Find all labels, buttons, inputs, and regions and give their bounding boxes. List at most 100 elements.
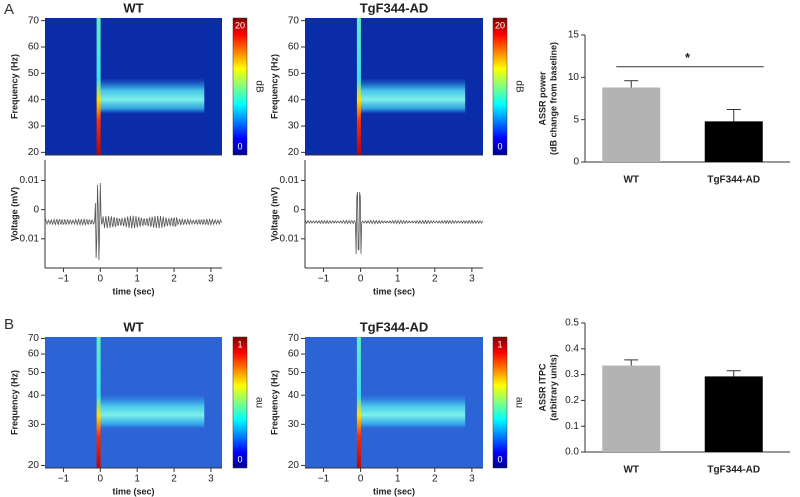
colorbar bbox=[492, 17, 508, 156]
y-tick-label: 70 bbox=[288, 15, 300, 26]
x-tick-label: 2 bbox=[171, 274, 177, 285]
bar bbox=[602, 365, 661, 452]
colorbar-tick-label: 20 bbox=[235, 20, 245, 30]
y-tick-label: 30 bbox=[288, 121, 300, 132]
x-tick-label: 1 bbox=[134, 474, 140, 485]
x-tick-label: 1 bbox=[395, 274, 401, 285]
y-tick-label: 20 bbox=[28, 147, 40, 158]
x-axis-label: time (sec) bbox=[112, 286, 154, 296]
spectrogram-onset bbox=[96, 18, 101, 155]
bar bbox=[602, 87, 661, 162]
x-axis-label: time (sec) bbox=[373, 286, 415, 296]
x-tick-label: −1 bbox=[318, 274, 330, 285]
spectrogram-band bbox=[358, 78, 466, 114]
y-tick-label: 0 bbox=[33, 204, 39, 215]
x-tick-label: 1 bbox=[134, 274, 140, 285]
colorbar-label: dB bbox=[253, 80, 264, 93]
x-tick-label: TgF344-AD bbox=[707, 175, 760, 186]
y-tick-label: 0.0 bbox=[565, 447, 579, 458]
chart-title: TgF344-AD bbox=[360, 0, 429, 15]
x-axis-label: time (sec) bbox=[373, 486, 415, 496]
y-axis-label: Voltage (mV) bbox=[9, 187, 19, 241]
y-tick-label: 60 bbox=[28, 349, 40, 360]
y-tick-label: 30 bbox=[288, 419, 300, 430]
x-tick-label: 3 bbox=[469, 274, 475, 285]
x-tick-label: TgF344-AD bbox=[707, 465, 760, 476]
chart-title: WT bbox=[123, 319, 143, 334]
x-tick-label: 2 bbox=[432, 474, 438, 485]
y-tick-label: 50 bbox=[28, 367, 40, 378]
spectrogram-band bbox=[98, 78, 205, 114]
y-tick-label: 0.01 bbox=[20, 175, 40, 186]
y-tick-label: 60 bbox=[28, 42, 40, 53]
y-tick-label: 0.4 bbox=[565, 343, 579, 354]
x-tick-label: 0 bbox=[358, 274, 364, 285]
significance-label: * bbox=[685, 50, 691, 65]
x-tick-label: 0 bbox=[98, 274, 104, 285]
x-tick-label: 2 bbox=[171, 474, 177, 485]
y-tick-label: 70 bbox=[288, 333, 300, 344]
x-tick-label: WT bbox=[623, 175, 639, 186]
x-axis-label: time (sec) bbox=[112, 486, 154, 496]
y-tick-label: -0.01 bbox=[276, 233, 299, 244]
y-tick-label: 70 bbox=[28, 15, 40, 26]
x-tick-label: 1 bbox=[395, 474, 401, 485]
colorbar-tick-label: 20 bbox=[495, 20, 505, 30]
trace bbox=[44, 182, 222, 261]
x-tick-label: 3 bbox=[469, 474, 475, 485]
spectrogram-onset bbox=[96, 337, 101, 468]
x-tick-label: 2 bbox=[432, 274, 438, 285]
colorbar-tick-label: 0 bbox=[497, 454, 502, 464]
y-tick-label: 50 bbox=[288, 367, 300, 378]
y-tick-label: 40 bbox=[28, 390, 40, 401]
y-tick-label: 50 bbox=[288, 68, 300, 79]
y-tick-label: 60 bbox=[288, 42, 300, 53]
y-axis-label: Frequency (Hz) bbox=[9, 370, 19, 435]
x-tick-label: 0 bbox=[358, 474, 364, 485]
x-tick-label: −1 bbox=[58, 474, 70, 485]
y-tick-label: -0.01 bbox=[16, 233, 39, 244]
y-tick-label: 40 bbox=[288, 94, 300, 105]
y-tick-label: 0.3 bbox=[565, 369, 579, 380]
y-tick-label: 15 bbox=[568, 30, 580, 41]
colorbar-tick-label: 0 bbox=[237, 454, 242, 464]
colorbar-tick-label: 0 bbox=[237, 141, 242, 151]
colorbar-tick-label: 0 bbox=[497, 141, 502, 151]
y-axis-label: ASSR power bbox=[537, 71, 547, 126]
y-tick-label: 5 bbox=[573, 114, 579, 125]
bar bbox=[704, 376, 763, 452]
y-axis-label: Voltage (mV) bbox=[269, 187, 279, 241]
y-axis-label: ASSR ITPC bbox=[537, 363, 547, 412]
y-tick-label: 20 bbox=[28, 460, 40, 471]
colorbar-label: au bbox=[513, 397, 524, 408]
colorbar-tick-label: 1 bbox=[237, 339, 242, 349]
y-axis-label: Frequency (Hz) bbox=[9, 54, 19, 119]
y-axis-label: (arbitrary units) bbox=[548, 354, 558, 421]
y-tick-label: 0.01 bbox=[280, 175, 300, 186]
colorbar bbox=[232, 17, 248, 156]
colorbar-tick-label: 1 bbox=[497, 339, 502, 349]
y-tick-label: 60 bbox=[288, 349, 300, 360]
y-tick-label: 40 bbox=[28, 94, 40, 105]
y-tick-label: 0.5 bbox=[565, 318, 579, 329]
y-tick-label: 0 bbox=[573, 157, 579, 168]
colorbar bbox=[492, 336, 508, 469]
x-tick-label: −1 bbox=[318, 474, 330, 485]
x-tick-label: 0 bbox=[98, 474, 104, 485]
chart-title: WT bbox=[123, 0, 143, 15]
y-axis-label: Frequency (Hz) bbox=[269, 54, 279, 119]
x-tick-label: 3 bbox=[208, 474, 214, 485]
panel-label: B bbox=[4, 316, 14, 333]
colorbar bbox=[232, 336, 248, 469]
y-tick-label: 40 bbox=[288, 390, 300, 401]
y-tick-label: 0.1 bbox=[565, 421, 579, 432]
x-tick-label: WT bbox=[623, 465, 639, 476]
y-tick-label: 30 bbox=[28, 121, 40, 132]
y-tick-label: 10 bbox=[568, 72, 580, 83]
spectrogram-onset bbox=[356, 18, 361, 155]
y-axis-label: (dB change from baseline) bbox=[548, 42, 558, 155]
x-tick-label: −1 bbox=[58, 274, 70, 285]
y-tick-label: 0.2 bbox=[565, 395, 579, 406]
bar bbox=[704, 121, 763, 162]
